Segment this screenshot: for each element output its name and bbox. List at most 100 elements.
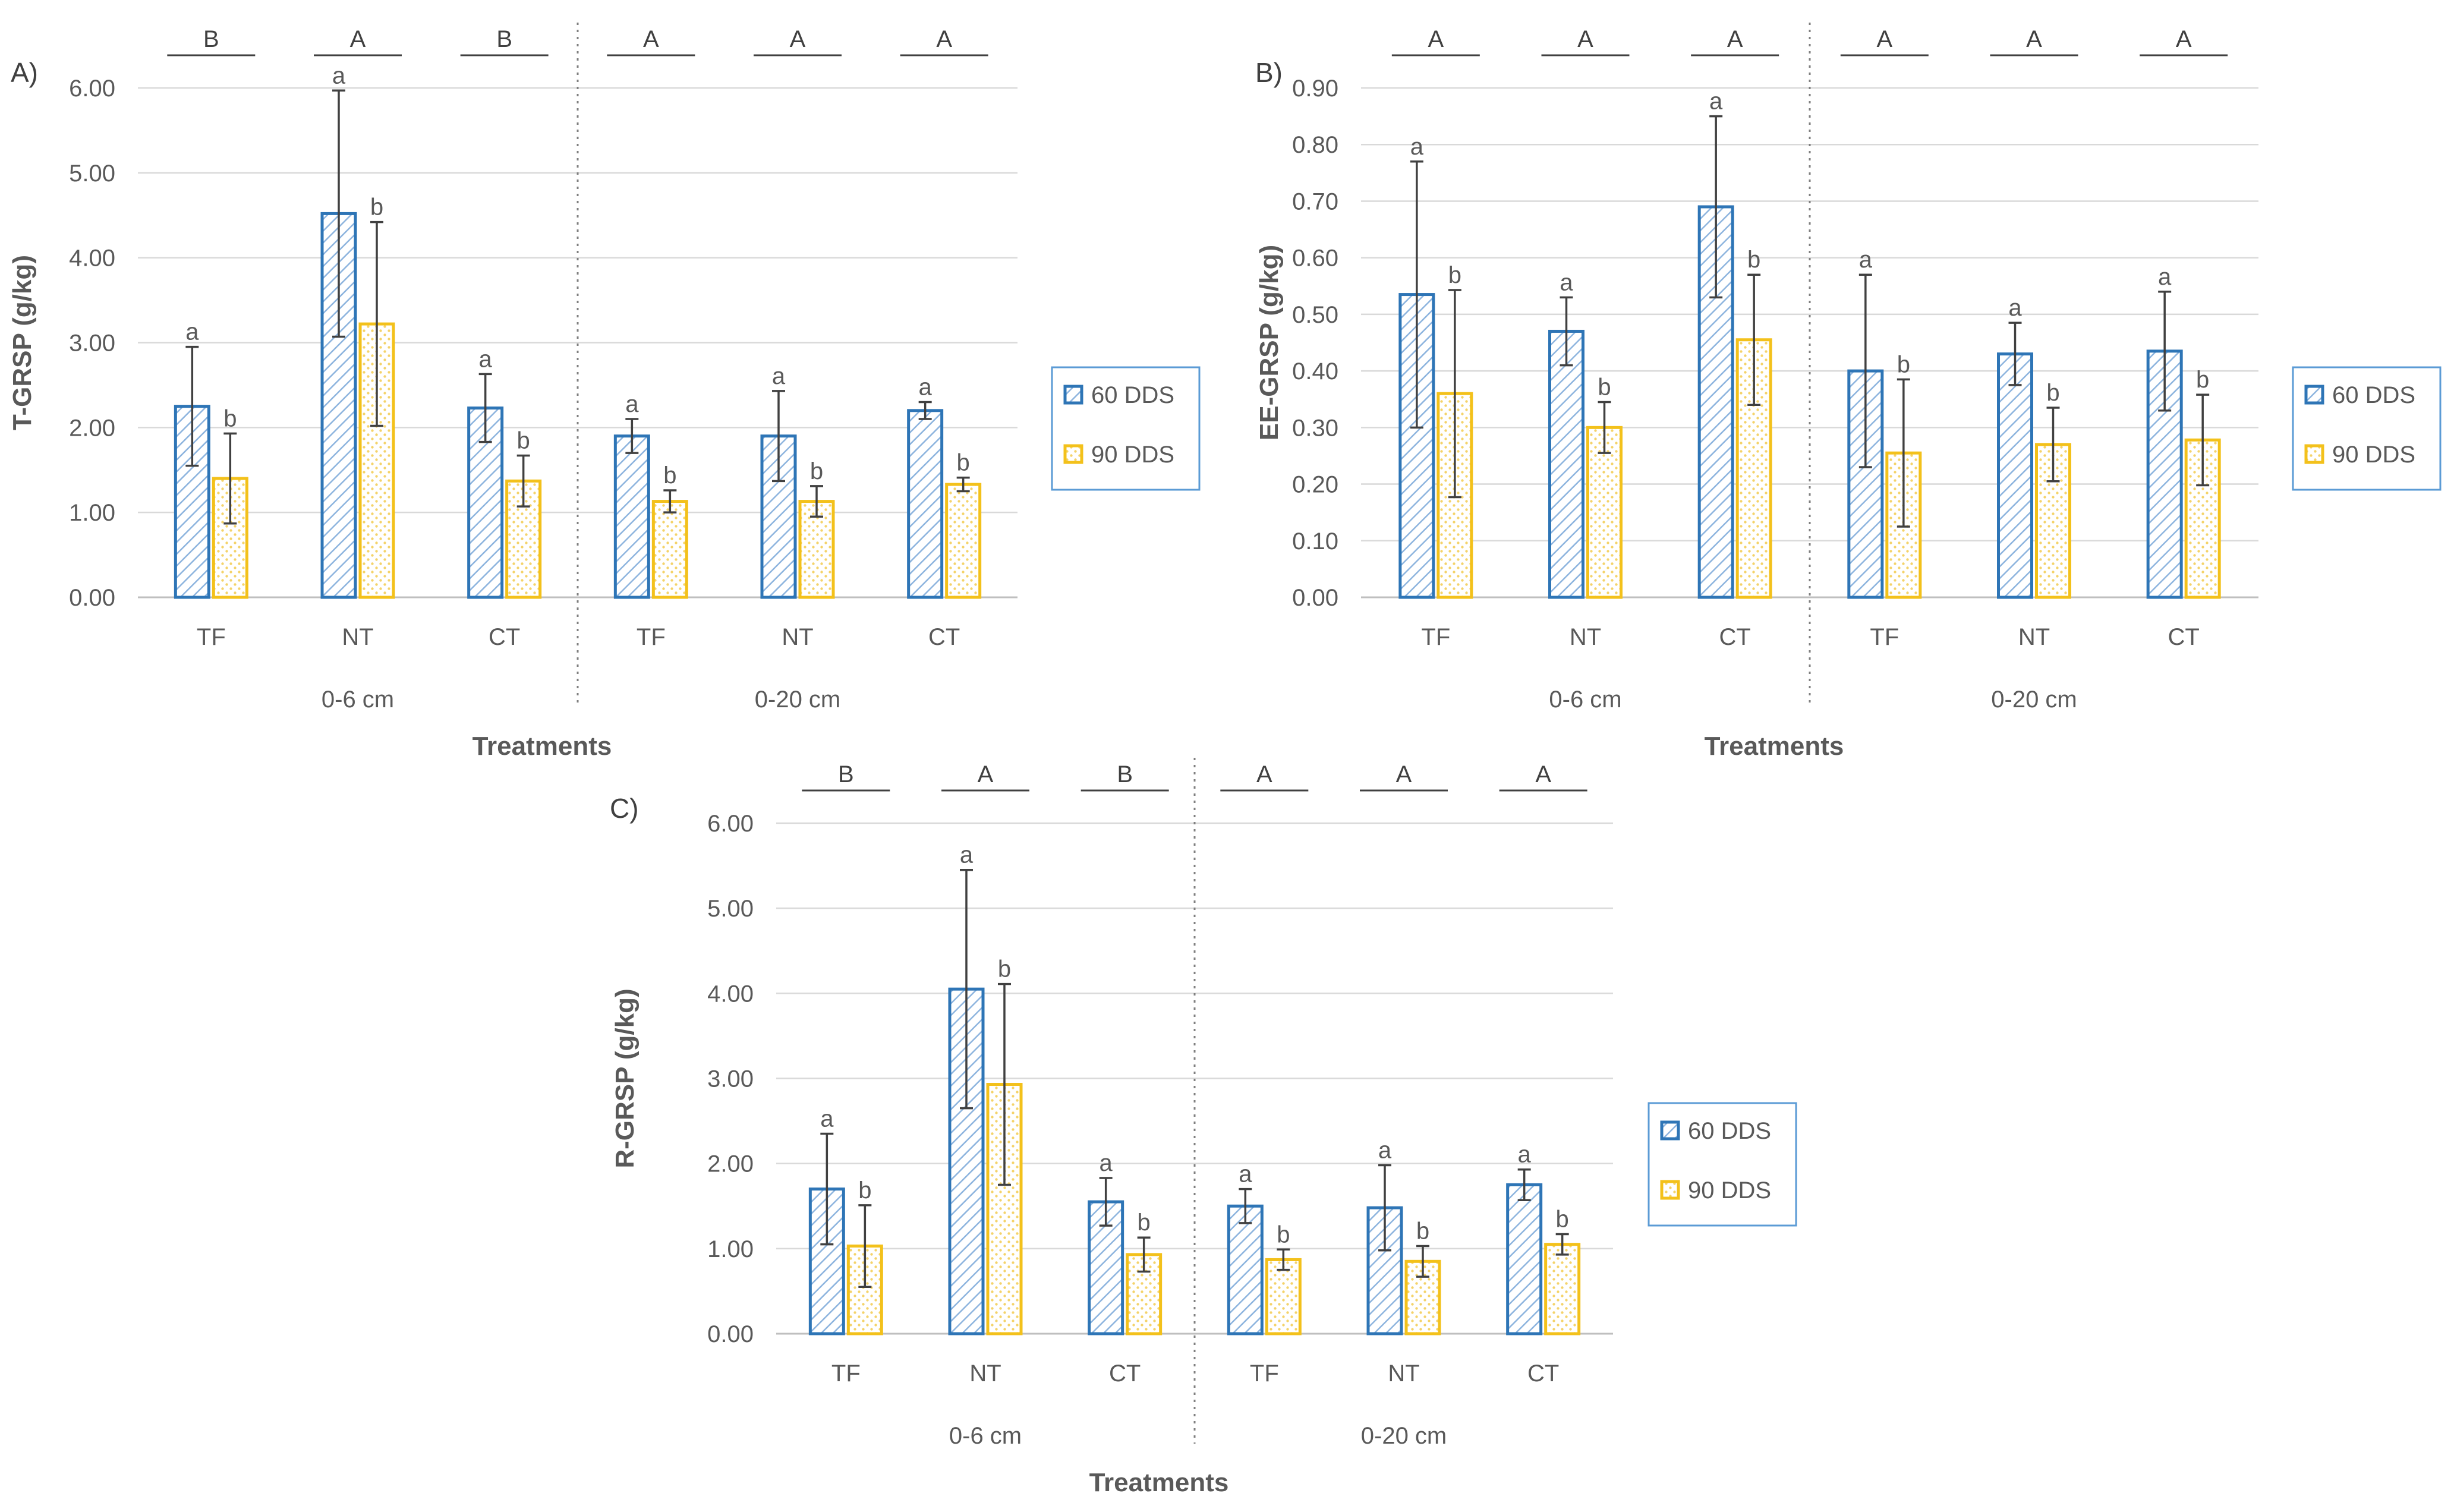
legend-label: 90 DDS xyxy=(1091,442,1174,468)
comparison-letter: A xyxy=(2026,26,2042,52)
chart-panel-B: 0.00 0.10 0.20 0.30 0.40 0.50 0.60 0.70 0.80 0.90… xyxy=(1255,23,2442,761)
significance-letter: b xyxy=(2196,367,2209,393)
significance-letter: b xyxy=(1277,1221,1290,1248)
x-axis-title: Treatments xyxy=(1089,1468,1229,1497)
significance-letter: a xyxy=(919,374,933,400)
y-tick-label: 0.50 xyxy=(1292,302,1338,328)
significance-letter: b xyxy=(663,462,676,489)
significance-letter: b xyxy=(223,405,237,431)
bar-60dds xyxy=(1548,329,1584,599)
legend-swatch-60dds xyxy=(1063,385,1083,405)
x-tick-label: CT xyxy=(1109,1360,1141,1387)
significance-letter: a xyxy=(1859,247,1873,273)
depth-group-label: 0-20 cm xyxy=(1991,686,2077,713)
comparison-letter: A xyxy=(350,26,366,52)
comparison-letter: A xyxy=(978,761,994,788)
panel-label: C) xyxy=(610,793,639,824)
significance-letter: b xyxy=(1598,374,1611,400)
bar-60dds xyxy=(1506,1183,1543,1335)
y-tick-label: 5.00 xyxy=(69,160,115,187)
significance-letter: a xyxy=(1709,89,1723,115)
y-tick-label: 6.00 xyxy=(707,811,754,837)
y-tick-label: 4.00 xyxy=(69,245,115,272)
x-tick-label: NT xyxy=(782,624,813,650)
comparison-letter: A xyxy=(1727,26,1743,52)
bar-60dds xyxy=(613,434,650,599)
significance-letter: b xyxy=(370,194,383,220)
y-tick-label: 2.00 xyxy=(69,415,115,441)
y-tick-label: 1.00 xyxy=(69,500,115,526)
y-tick-label: 0.80 xyxy=(1292,132,1338,158)
significance-letter: a xyxy=(960,842,974,868)
significance-letter: a xyxy=(1410,134,1424,160)
x-tick-label: CT xyxy=(1719,624,1751,650)
legend-label: 60 DDS xyxy=(1091,382,1174,408)
y-tick-label: 0.10 xyxy=(1292,528,1338,555)
legend-label: 60 DDS xyxy=(1688,1118,1771,1144)
legend-swatch-90dds xyxy=(1660,1180,1680,1200)
significance-letter: b xyxy=(1138,1209,1151,1236)
legend-swatch-90dds xyxy=(2304,444,2324,464)
comparison-letter: B xyxy=(496,26,512,52)
legend-label: 90 DDS xyxy=(2332,442,2415,468)
legend-swatch-60dds xyxy=(2304,385,2324,405)
significance-letter: b xyxy=(1897,351,1910,377)
y-tick-label: 2.00 xyxy=(707,1151,754,1177)
depth-group-label: 0-6 cm xyxy=(949,1423,1022,1449)
y-axis-title: EE-GRSP (g/kg) xyxy=(1255,245,1284,440)
y-tick-label: 3.00 xyxy=(707,1066,754,1092)
y-tick-label: 0.90 xyxy=(1292,75,1338,102)
y-tick-label: 0.00 xyxy=(707,1321,754,1347)
x-tick-label: CT xyxy=(928,624,960,650)
legend: 60 DDS 90 DDS xyxy=(1647,1102,1797,1227)
bar-60dds xyxy=(907,409,944,599)
y-tick-label: 0.30 xyxy=(1292,415,1338,441)
significance-letter: b xyxy=(998,956,1011,982)
x-tick-label: NT xyxy=(342,624,373,650)
y-tick-label: 5.00 xyxy=(707,896,754,922)
significance-letter: b xyxy=(1448,262,1461,288)
comparison-letter: A xyxy=(1396,761,1412,788)
significance-letter: b xyxy=(858,1177,871,1204)
y-tick-label: 1.00 xyxy=(707,1236,754,1262)
significance-letter: b xyxy=(957,450,970,476)
y-tick-label: 3.00 xyxy=(69,330,115,357)
comparison-letter: A xyxy=(1535,761,1551,788)
significance-letter: a xyxy=(1378,1138,1392,1164)
comparison-letter: A xyxy=(1428,26,1444,52)
significance-letter: b xyxy=(2046,380,2059,406)
x-tick-label: NT xyxy=(2018,624,2050,650)
x-tick-label: NT xyxy=(1388,1360,1419,1387)
chart-panel-C: 0.00 1.00 2.00 3.00 4.00 5.00 6.00 a b TF Ba b NT Aa b… xyxy=(610,758,1797,1497)
depth-group-label: 0-6 cm xyxy=(322,686,394,713)
comparison-letter: A xyxy=(1876,26,1892,52)
significance-letter: a xyxy=(820,1106,834,1132)
x-tick-label: CT xyxy=(489,624,520,650)
comparison-letter: A xyxy=(2176,26,2192,52)
y-tick-label: 4.00 xyxy=(707,981,754,1007)
bar-90dds xyxy=(1544,1243,1581,1335)
depth-group-label: 0-6 cm xyxy=(1549,686,1621,713)
x-tick-label: TF xyxy=(197,624,226,650)
y-tick-label: 6.00 xyxy=(69,75,115,102)
depth-group-label: 0-20 cm xyxy=(1361,1423,1447,1449)
panel-label: A) xyxy=(11,57,38,88)
significance-letter: a xyxy=(479,346,493,372)
x-tick-label: NT xyxy=(1570,624,1601,650)
x-tick-label: TF xyxy=(1421,624,1450,650)
significance-letter: b xyxy=(1747,247,1760,273)
y-axis-title: R-GRSP (g/kg) xyxy=(610,988,640,1168)
significance-letter: a xyxy=(185,319,199,345)
y-tick-label: 0.20 xyxy=(1292,472,1338,498)
y-tick-label: 0.00 xyxy=(69,585,115,611)
comparison-letter: A xyxy=(1577,26,1593,52)
bar-90dds xyxy=(651,500,688,599)
panel-label: B) xyxy=(1255,57,1283,88)
x-axis-title: Treatments xyxy=(1705,732,1844,761)
legend-swatch-60dds xyxy=(1660,1120,1680,1141)
depth-group-label: 0-20 cm xyxy=(755,686,841,713)
y-tick-label: 0.40 xyxy=(1292,358,1338,385)
legend: 60 DDS 90 DDS xyxy=(2292,366,2442,491)
legend-swatch-90dds xyxy=(1063,444,1083,464)
